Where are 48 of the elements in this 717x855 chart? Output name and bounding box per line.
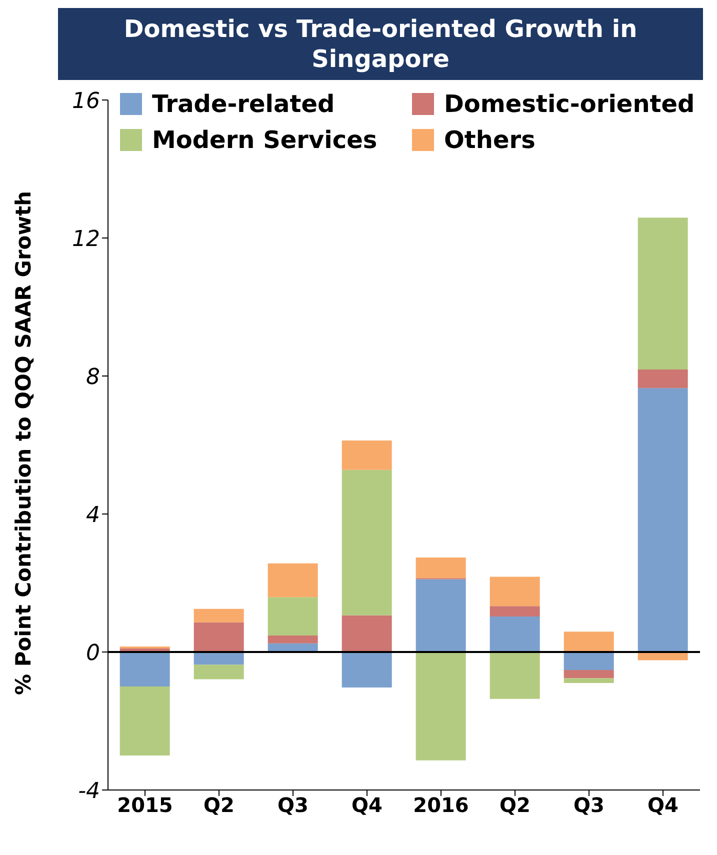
bar: [194, 652, 244, 665]
x-tick-label: Q3: [574, 793, 604, 818]
bar: [120, 652, 170, 686]
bar: [638, 218, 688, 370]
bar: [564, 670, 614, 678]
bar: [490, 652, 540, 699]
legend-label: Trade-related: [152, 90, 335, 118]
x-tick-label: 2015: [117, 793, 173, 818]
y-tick-label: -4: [78, 778, 100, 804]
bar: [564, 678, 614, 684]
bar: [194, 608, 244, 622]
bar: [416, 652, 466, 760]
y-axis-title: % Point Contribution to QOQ SAAR Growth: [11, 190, 36, 695]
bar: [342, 652, 392, 688]
bar: [638, 369, 688, 388]
bar: [120, 646, 170, 649]
bar: [268, 563, 318, 598]
bar: [342, 470, 392, 616]
bar: [490, 606, 540, 616]
x-tick-label: Q2: [204, 793, 234, 818]
y-tick-label: 0: [86, 640, 100, 666]
bar: [268, 597, 318, 636]
bar: [342, 615, 392, 652]
y-tick-label: 8: [86, 364, 100, 390]
bar: [194, 664, 244, 680]
x-tick-label: Q4: [352, 793, 382, 818]
x-tick-label: 2016: [413, 793, 469, 818]
y-tick-label: 12: [72, 226, 100, 252]
bar: [564, 632, 614, 652]
bar: [194, 622, 244, 652]
bar: [342, 440, 392, 470]
bar: [638, 388, 688, 652]
bar: [120, 686, 170, 756]
y-tick-label: 4: [86, 502, 100, 528]
bar: [490, 576, 540, 606]
legend-label: Others: [444, 126, 536, 154]
bar: [416, 579, 466, 652]
chart-title: Domestic vs Trade-oriented Growth in Singapore: [58, 8, 703, 80]
bar: [416, 557, 466, 578]
y-tick-label: 16: [72, 88, 100, 114]
bar: [490, 616, 540, 652]
x-tick-label: Q4: [648, 793, 678, 818]
x-tick-label: Q2: [500, 793, 530, 818]
bar: [564, 652, 614, 670]
x-tick-label: Q3: [278, 793, 308, 818]
bar: [268, 635, 318, 644]
legend-label: Domestic-oriented: [444, 90, 695, 118]
legend-label: Modern Services: [152, 126, 378, 154]
